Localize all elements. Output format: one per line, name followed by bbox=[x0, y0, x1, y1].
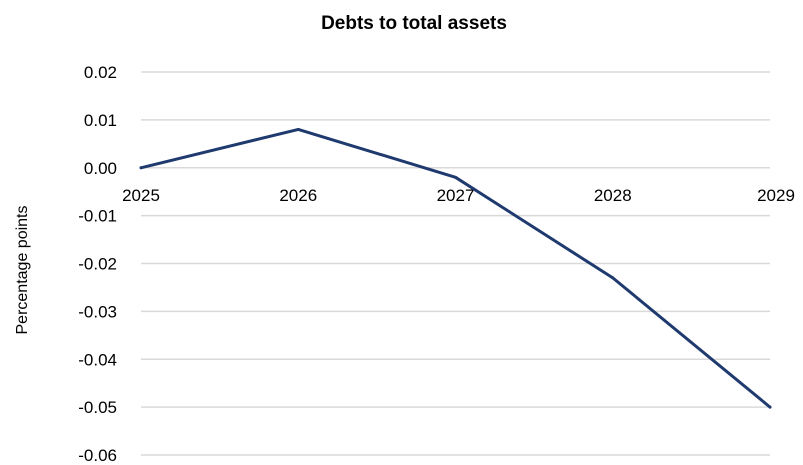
y-tick-label: -0.06 bbox=[78, 446, 117, 465]
y-tick-label: -0.02 bbox=[78, 255, 117, 274]
data-point bbox=[768, 405, 772, 409]
y-tick-labels: 0.02 0.01 0.00 -0.01 -0.02 -0.03 -0.04 -0.05 -0.… bbox=[78, 63, 117, 465]
data-point bbox=[611, 276, 615, 280]
y-tick-label: 0.00 bbox=[84, 159, 117, 178]
y-tick-label: -0.01 bbox=[78, 207, 117, 226]
y-tick-label: -0.05 bbox=[78, 398, 117, 417]
chart-title: Debts to total assets bbox=[321, 13, 507, 34]
data-point bbox=[454, 175, 457, 179]
series-group bbox=[139, 127, 772, 409]
y-tick-label: -0.04 bbox=[78, 350, 117, 369]
y-tick-label: 0.01 bbox=[84, 111, 117, 130]
data-point bbox=[139, 166, 143, 170]
x-tick-label: 2028 bbox=[594, 186, 632, 205]
x-tick-label: 2025 bbox=[122, 186, 160, 205]
y-axis-label: Percentage points bbox=[14, 206, 31, 335]
x-tick-label: 2026 bbox=[279, 186, 317, 205]
x-tick-label: 2027 bbox=[437, 186, 475, 205]
series-line bbox=[139, 127, 772, 409]
x-tick-labels: 2025 2026 2027 2028 2029 bbox=[122, 186, 795, 205]
data-point bbox=[296, 127, 300, 131]
y-tick-label: 0.02 bbox=[84, 63, 117, 82]
gridlines bbox=[141, 71, 770, 456]
y-tick-label: -0.03 bbox=[78, 302, 117, 321]
x-tick-label: 2029 bbox=[757, 186, 795, 205]
